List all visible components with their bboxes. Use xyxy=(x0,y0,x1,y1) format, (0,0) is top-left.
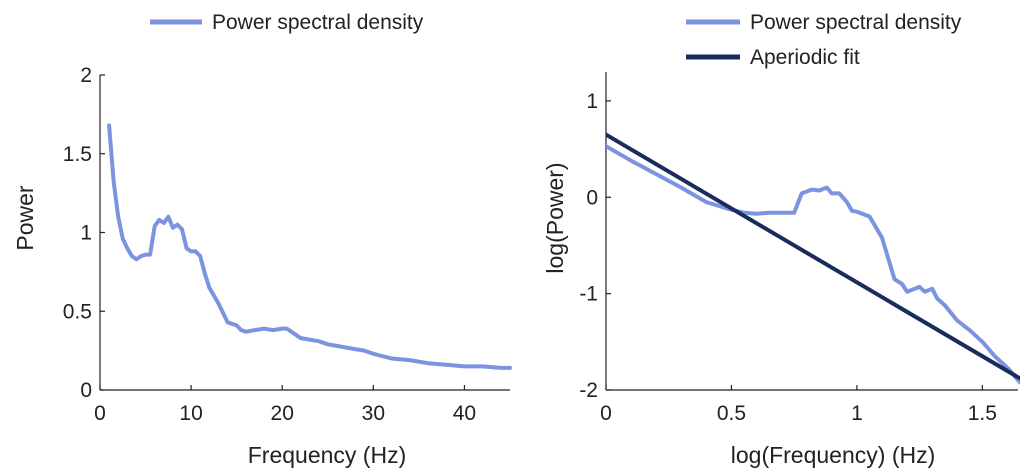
y-tick-label: 2 xyxy=(80,64,92,87)
x-tick-label: 1 xyxy=(851,402,863,425)
chart-psd-log: Power spectral density Aperiodic fit 0 0.… xyxy=(542,11,1020,468)
y-tick-label: 0 xyxy=(80,379,92,402)
right-series xyxy=(606,132,1020,385)
right-ticks: 0 0.5 1 1.5 -2 -1 0 1 xyxy=(579,90,997,425)
y-tick-label: 1 xyxy=(80,222,92,245)
y-tick-label: -2 xyxy=(579,379,598,402)
left-ticks: 0 10 20 30 40 0 0.5 1 1.5 2 xyxy=(63,64,476,425)
right-y-axis-label: log(Power) xyxy=(542,162,568,273)
x-tick-label: 0.5 xyxy=(717,402,746,425)
left-y-axis-label: Power xyxy=(12,185,38,251)
legend-label-fit: Aperiodic fit xyxy=(750,46,860,69)
left-series xyxy=(107,123,512,370)
series-line-power-spectral-density xyxy=(107,123,512,370)
left-x-axis-label: Frequency (Hz) xyxy=(248,442,406,468)
y-tick-label: 1 xyxy=(586,90,598,113)
x-tick-label: 0 xyxy=(94,402,106,425)
y-tick-label: -1 xyxy=(579,283,598,306)
x-tick-label: 1.5 xyxy=(968,402,997,425)
chart-psd-linear: Power spectral density 0 10 20 30 40 0 0.5 1 1.5… xyxy=(12,11,512,468)
y-tick-label: 0.5 xyxy=(63,300,92,323)
legend-left: Power spectral density xyxy=(150,11,424,34)
x-tick-label: 0 xyxy=(600,402,612,425)
x-tick-label: 20 xyxy=(271,402,294,425)
x-tick-label: 30 xyxy=(362,402,385,425)
x-tick-label: 40 xyxy=(453,402,476,425)
y-tick-label: 0 xyxy=(586,186,598,209)
right-x-axis-label: log(Frequency) (Hz) xyxy=(731,442,936,468)
x-tick-label: 10 xyxy=(179,402,202,425)
legend-label-psd-left: Power spectral density xyxy=(212,11,424,34)
series-line-power-spectral-density xyxy=(606,144,1020,385)
y-tick-label: 1.5 xyxy=(63,143,92,166)
series-line-aperiodic-fit xyxy=(606,132,1020,381)
legend-label-psd-right: Power spectral density xyxy=(750,11,962,34)
legend-right: Power spectral density Aperiodic fit xyxy=(686,11,962,69)
